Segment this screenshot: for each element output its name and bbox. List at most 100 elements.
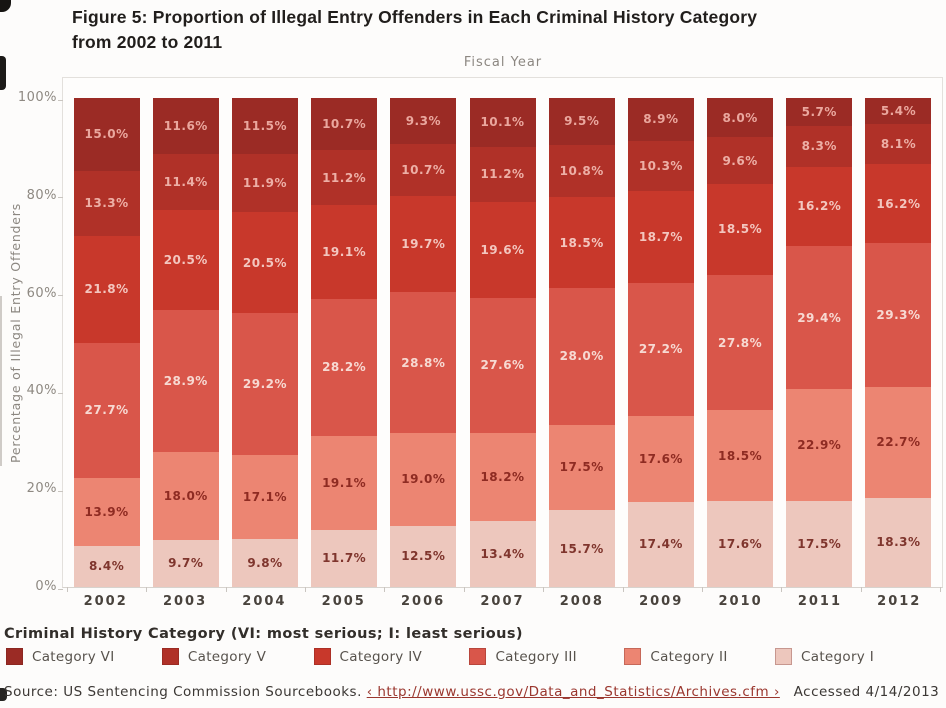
plot-area: 15.0% 13.3% 21.8% 27.7% 13.9% 8.4% 11.6% 11.4% 2… (58, 77, 943, 592)
legend-swatch (775, 648, 793, 665)
stacked-bar: 11.5% 11.9% 20.5% 29.2% 17.1% 9.8% (231, 98, 298, 587)
bar-segment-value: 19.6% (480, 242, 525, 257)
legend-item: Category VI (6, 648, 114, 665)
bar-segment-value: 27.8% (718, 335, 763, 350)
bar-segment-value: 18.7% (638, 230, 683, 245)
bars-container: 15.0% 13.3% 21.8% 27.7% 13.9% 8.4% 11.6% 11.4% 2… (63, 78, 942, 587)
bar-segment: 19.1% (311, 436, 378, 530)
bar-segment-value: 9.7% (168, 556, 204, 571)
bar-segment-value: 5.7% (801, 104, 837, 119)
stacked-bar: 8.9% 10.3% 18.7% 27.2% 17.6% 17.4% (627, 97, 694, 587)
bar-segment: 11.6% (152, 97, 219, 155)
bar-column: 15.0% 13.3% 21.8% 27.7% 13.9% 8.4% (67, 97, 146, 587)
x-tick-mark (67, 587, 68, 592)
bar-segment: 15.0% (73, 97, 140, 171)
bar-segment-value: 16.2% (876, 196, 921, 211)
bar-column: 10.1% 11.2% 19.6% 27.6% 18.2% 13.4% (463, 97, 542, 587)
bar-segment-value: 17.5% (559, 460, 604, 475)
bar-segment-value: 18.5% (718, 222, 763, 237)
bar-segment-value: 13.4% (480, 547, 525, 562)
bar-segment-value: 22.7% (876, 435, 921, 450)
legend-title: Criminal History Category (VI: most seri… (4, 626, 523, 642)
x-tick-label: 2004 (242, 594, 287, 609)
y-tick-label: 20% (26, 481, 57, 497)
figure-title: Figure 5: Proportion of Illegal Entry Of… (72, 5, 892, 55)
bar-column: 8.9% 10.3% 18.7% 27.2% 17.6% 17.4% (621, 97, 700, 587)
bar-column: 10.7% 11.2% 19.1% 28.2% 19.1% 11.7% (305, 98, 384, 587)
bar-column: 5.4% 8.1% 16.2% 29.3% 22.7% 18.3% (859, 98, 938, 587)
x-tick-mark (463, 587, 465, 592)
bar-segment: 28.9% (152, 310, 219, 452)
legend-label: Category III (495, 648, 577, 665)
bar-segment-value: 8.0% (722, 110, 758, 125)
bar-segment-value: 19.0% (401, 472, 446, 487)
y-tick-label: 100% (17, 90, 57, 105)
bar-segment: 9.5% (548, 98, 615, 145)
bar-segment: 18.0% (152, 451, 219, 540)
legend-swatch (313, 648, 331, 665)
bar-segment: 10.1% (469, 97, 536, 147)
bar-column: 8.0% 9.6% 18.5% 27.8% 18.5% 17.6% (701, 98, 780, 587)
bar-segment-value: 8.9% (643, 112, 679, 127)
stacked-bar: 10.7% 11.2% 19.1% 28.2% 19.1% 11.7% (311, 98, 378, 587)
bar-segment-value: 10.1% (480, 115, 525, 130)
x-axis-title: Fiscal Year (463, 55, 543, 70)
legend-label: Category II (650, 648, 728, 665)
bar-segment-value: 10.7% (322, 117, 367, 132)
bar-segment-value: 8.4% (88, 559, 125, 574)
y-tick-label: 80% (26, 187, 57, 203)
bar-segment: 13.4% (469, 521, 536, 587)
y-tick-mark (58, 588, 63, 590)
source-link[interactable]: ‹ http://www.ussc.gov/Data_and_Statistic… (366, 684, 780, 700)
bar-segment-value: 8.3% (801, 139, 837, 154)
bar-segment: 9.6% (707, 137, 774, 185)
bar-segment: 9.7% (152, 539, 219, 587)
x-tick-mark (384, 587, 386, 592)
bar-segment: 18.5% (707, 410, 774, 501)
bar-segment-value: 8.1% (880, 137, 917, 152)
bar-segment-value: 17.6% (638, 451, 683, 466)
bar-segment: 19.6% (469, 201, 536, 298)
bar-segment-value: 9.5% (564, 114, 600, 129)
bar-segment: 10.8% (548, 144, 615, 198)
bar-column: 5.7% 8.3% 16.2% 29.4% 22.9% 17.5% (780, 98, 859, 587)
bar-segment-value: 18.5% (718, 448, 763, 463)
bar-segment: 22.7% (865, 386, 932, 498)
x-tick-mark (225, 587, 227, 592)
bar-segment-value: 18.0% (163, 488, 208, 503)
stacked-bar: 8.0% 9.6% 18.5% 27.8% 18.5% 17.6% (707, 98, 774, 587)
bar-segment-value: 28.8% (401, 355, 446, 370)
bar-segment: 19.1% (311, 205, 378, 299)
stacked-bar: 5.7% 8.3% 16.2% 29.4% 22.9% 17.5% (786, 98, 853, 587)
bar-segment-value: 29.2% (242, 377, 288, 392)
bar-segment: 16.2% (786, 166, 853, 246)
x-tick-mark (146, 587, 148, 592)
bar-segment: 20.5% (152, 210, 219, 311)
bar-segment-value: 22.9% (797, 438, 842, 453)
scan-artifact (0, 0, 11, 12)
x-tick-label: 2008 (559, 594, 604, 609)
x-tick-label: 2002 (83, 594, 128, 609)
bar-segment: 17.5% (548, 424, 615, 511)
bar-segment: 29.2% (231, 312, 298, 456)
bar-segment: 18.5% (707, 184, 774, 275)
bar-segment-value: 18.5% (559, 235, 604, 250)
bar-segment: 11.4% (152, 154, 219, 211)
bar-segment-value: 17.4% (638, 537, 683, 552)
bar-segment-value: 27.2% (638, 342, 683, 357)
source-prefix: Source: US Sentencing Commission Sourceb… (4, 684, 362, 700)
legend-label: Category VI (32, 648, 115, 665)
bar-segment-value: 19.1% (322, 476, 367, 491)
bar-segment-value: 27.7% (84, 403, 129, 418)
source-accessed: Accessed 4/14/2013 (793, 684, 940, 700)
bar-segment: 5.7% (786, 98, 853, 126)
x-tick-label: 2007 (480, 594, 525, 609)
x-tick-mark (543, 587, 545, 592)
y-tick-mark (58, 197, 63, 199)
bar-column: 11.6% 11.4% 20.5% 28.9% 18.0% 9.7% (146, 97, 225, 587)
bar-segment: 5.4% (865, 98, 932, 125)
bar-segment: 11.7% (311, 529, 378, 587)
stacked-bar: 9.5% 10.8% 18.5% 28.0% 17.5% 15.7% (548, 98, 615, 587)
bar-segment-value: 11.5% (242, 119, 288, 134)
stacked-bar: 5.4% 8.1% 16.2% 29.3% 22.7% 18.3% (865, 98, 932, 587)
